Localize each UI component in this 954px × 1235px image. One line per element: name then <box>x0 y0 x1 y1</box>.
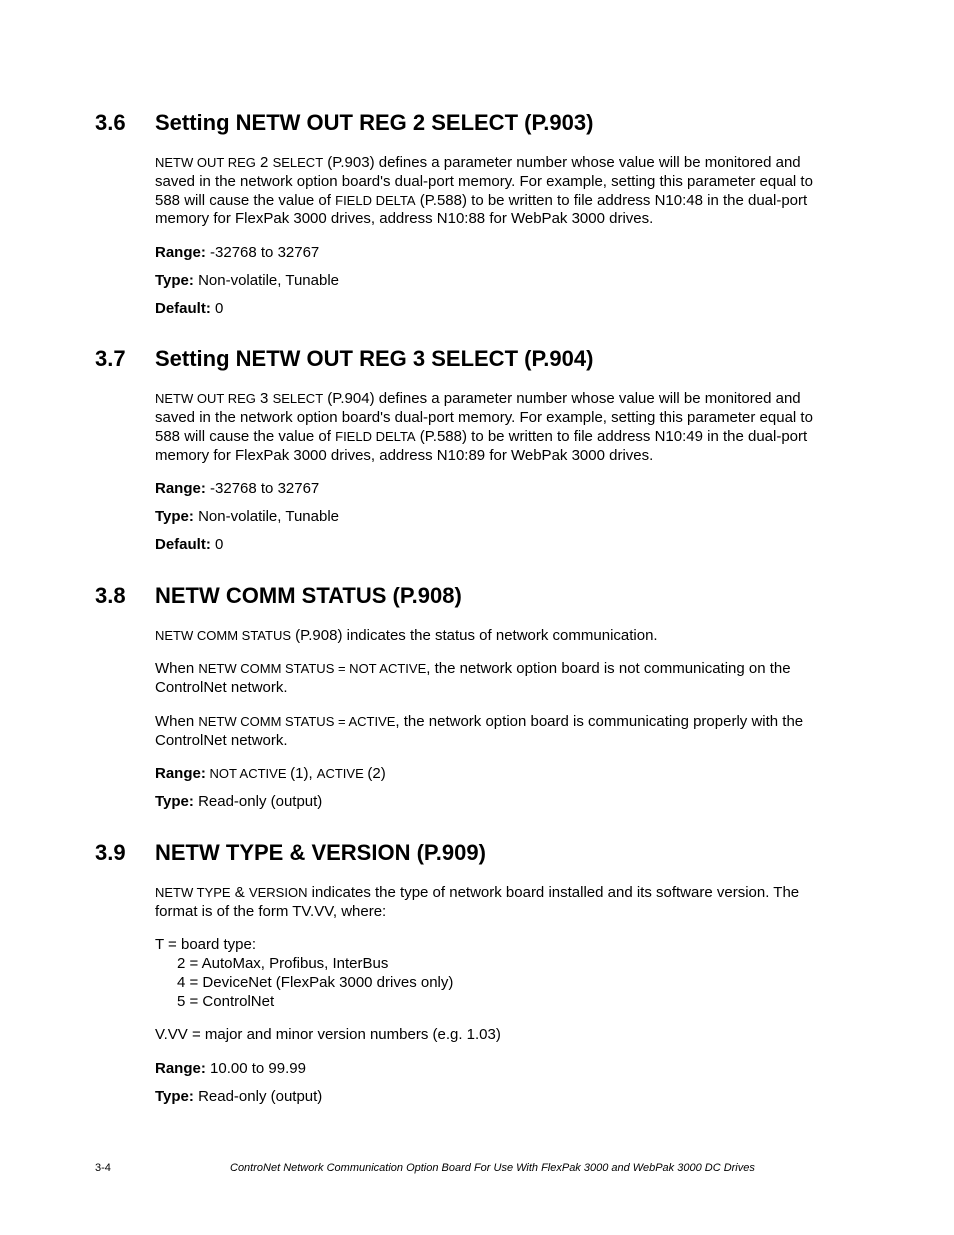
property-range: Range: -32768 to 32767 <box>155 480 834 499</box>
text-smallcaps: FIELD DELTA <box>335 429 415 444</box>
text: V.VV = major and minor version numbers (… <box>155 1026 501 1043</box>
property-label: Type: <box>155 793 194 810</box>
property-label: Default: <box>155 536 211 553</box>
property-label: Range: <box>155 480 206 497</box>
paragraph: When NETW COMM STATUS = NOT ACTIVE, the … <box>155 660 834 698</box>
heading-number: 3.7 <box>95 346 155 372</box>
text: When <box>155 713 198 730</box>
paragraph: When NETW COMM STATUS = ACTIVE, the netw… <box>155 713 834 751</box>
section-body: NETW COMM STATUS (P.908) indicates the s… <box>155 627 834 812</box>
list-item: 4 = DeviceNet (FlexPak 3000 drives only) <box>177 974 834 993</box>
property-label: Range: <box>155 244 206 261</box>
section-3-8: 3.8 NETW COMM STATUS (P.908) NETW COMM S… <box>95 583 834 812</box>
text: 2 <box>256 154 273 171</box>
list: 2 = AutoMax, Profibus, InterBus 4 = Devi… <box>177 955 834 1011</box>
property-range: Range: NOT ACTIVE (1), ACTIVE (2) <box>155 765 834 784</box>
text: When <box>155 660 198 677</box>
property-value-sc: NOT ACTIVE <box>206 766 290 781</box>
text-smallcaps: SELECT <box>273 391 324 406</box>
section-body: NETW TYPE & VERSION indicates the type o… <box>155 884 834 1107</box>
section-heading: 3.9 NETW TYPE & VERSION (P.909) <box>95 840 834 866</box>
property-value: 0 <box>211 300 224 317</box>
paragraph: NETW OUT REG 2 SELECT (P.903) defines a … <box>155 154 834 229</box>
section-3-6: 3.6 Setting NETW OUT REG 2 SELECT (P.903… <box>95 110 834 318</box>
property-type: Type: Read-only (output) <box>155 793 834 812</box>
property-range: Range: -32768 to 32767 <box>155 244 834 263</box>
page-footer: 3-4 ControNet Network Communication Opti… <box>95 1162 834 1174</box>
property-label: Default: <box>155 300 211 317</box>
property-type: Type: Non-volatile, Tunable <box>155 272 834 291</box>
property-value: 10.00 to 99.99 <box>206 1060 306 1077</box>
property-label: Range: <box>155 765 206 782</box>
section-body: NETW OUT REG 3 SELECT (P.904) defines a … <box>155 390 834 554</box>
paragraph: T = board type: 2 = AutoMax, Profibus, I… <box>155 936 834 1011</box>
heading-title: NETW TYPE & VERSION (P.909) <box>155 840 834 866</box>
paragraph: V.VV = major and minor version numbers (… <box>155 1026 834 1045</box>
text-smallcaps: NETW COMM STATUS = ACTIVE <box>198 714 395 729</box>
property-label: Type: <box>155 272 194 289</box>
heading-title: Setting NETW OUT REG 3 SELECT (P.904) <box>155 346 834 372</box>
document-page: 3.6 Setting NETW OUT REG 2 SELECT (P.903… <box>0 0 954 1224</box>
text: & <box>231 884 249 901</box>
heading-number: 3.9 <box>95 840 155 866</box>
property-type: Type: Non-volatile, Tunable <box>155 508 834 527</box>
property-range: Range: 10.00 to 99.99 <box>155 1060 834 1079</box>
heading-number: 3.6 <box>95 110 155 136</box>
text-smallcaps: NETW TYPE <box>155 885 231 900</box>
property-value: 0 <box>211 536 224 553</box>
property-default: Default: 0 <box>155 300 834 319</box>
section-heading: 3.8 NETW COMM STATUS (P.908) <box>95 583 834 609</box>
section-heading: 3.6 Setting NETW OUT REG 2 SELECT (P.903… <box>95 110 834 136</box>
property-value: Non-volatile, Tunable <box>194 272 339 289</box>
property-default: Default: 0 <box>155 536 834 555</box>
paragraph: NETW TYPE & VERSION indicates the type o… <box>155 884 834 922</box>
text: (2) <box>367 765 385 782</box>
text-smallcaps: NETW COMM STATUS = NOT ACTIVE <box>198 661 426 676</box>
heading-number: 3.8 <box>95 583 155 609</box>
property-value: Non-volatile, Tunable <box>194 508 339 525</box>
list-item: 5 = ControlNet <box>177 993 834 1012</box>
property-label: Range: <box>155 1060 206 1077</box>
text-smallcaps: NETW OUT REG <box>155 155 256 170</box>
text: T = board type: <box>155 936 834 955</box>
section-body: NETW OUT REG 2 SELECT (P.903) defines a … <box>155 154 834 318</box>
text: (1), <box>290 765 317 782</box>
section-3-9: 3.9 NETW TYPE & VERSION (P.909) NETW TYP… <box>95 840 834 1107</box>
property-label: Type: <box>155 1088 194 1105</box>
section-heading: 3.7 Setting NETW OUT REG 3 SELECT (P.904… <box>95 346 834 372</box>
text-smallcaps: SELECT <box>273 155 324 170</box>
list-item: 2 = AutoMax, Profibus, InterBus <box>177 955 834 974</box>
text: (P.908) indicates the status of network … <box>291 627 658 644</box>
text-smallcaps: FIELD DELTA <box>335 193 415 208</box>
property-type: Type: Read-only (output) <box>155 1088 834 1107</box>
property-value: -32768 to 32767 <box>206 244 319 261</box>
paragraph: NETW OUT REG 3 SELECT (P.904) defines a … <box>155 390 834 465</box>
property-value: Read-only (output) <box>194 1088 322 1105</box>
text: 3 <box>256 390 273 407</box>
text-smallcaps: NETW COMM STATUS <box>155 628 291 643</box>
heading-title: NETW COMM STATUS (P.908) <box>155 583 834 609</box>
paragraph: NETW COMM STATUS (P.908) indicates the s… <box>155 627 834 646</box>
page-number: 3-4 <box>95 1162 230 1174</box>
heading-title: Setting NETW OUT REG 2 SELECT (P.903) <box>155 110 834 136</box>
text-smallcaps: VERSION <box>249 885 308 900</box>
property-value-sc: ACTIVE <box>317 766 368 781</box>
property-value: Read-only (output) <box>194 793 322 810</box>
property-value: -32768 to 32767 <box>206 480 319 497</box>
section-3-7: 3.7 Setting NETW OUT REG 3 SELECT (P.904… <box>95 346 834 554</box>
property-label: Type: <box>155 508 194 525</box>
text-smallcaps: NETW OUT REG <box>155 391 256 406</box>
footer-title: ControNet Network Communication Option B… <box>230 1162 834 1174</box>
